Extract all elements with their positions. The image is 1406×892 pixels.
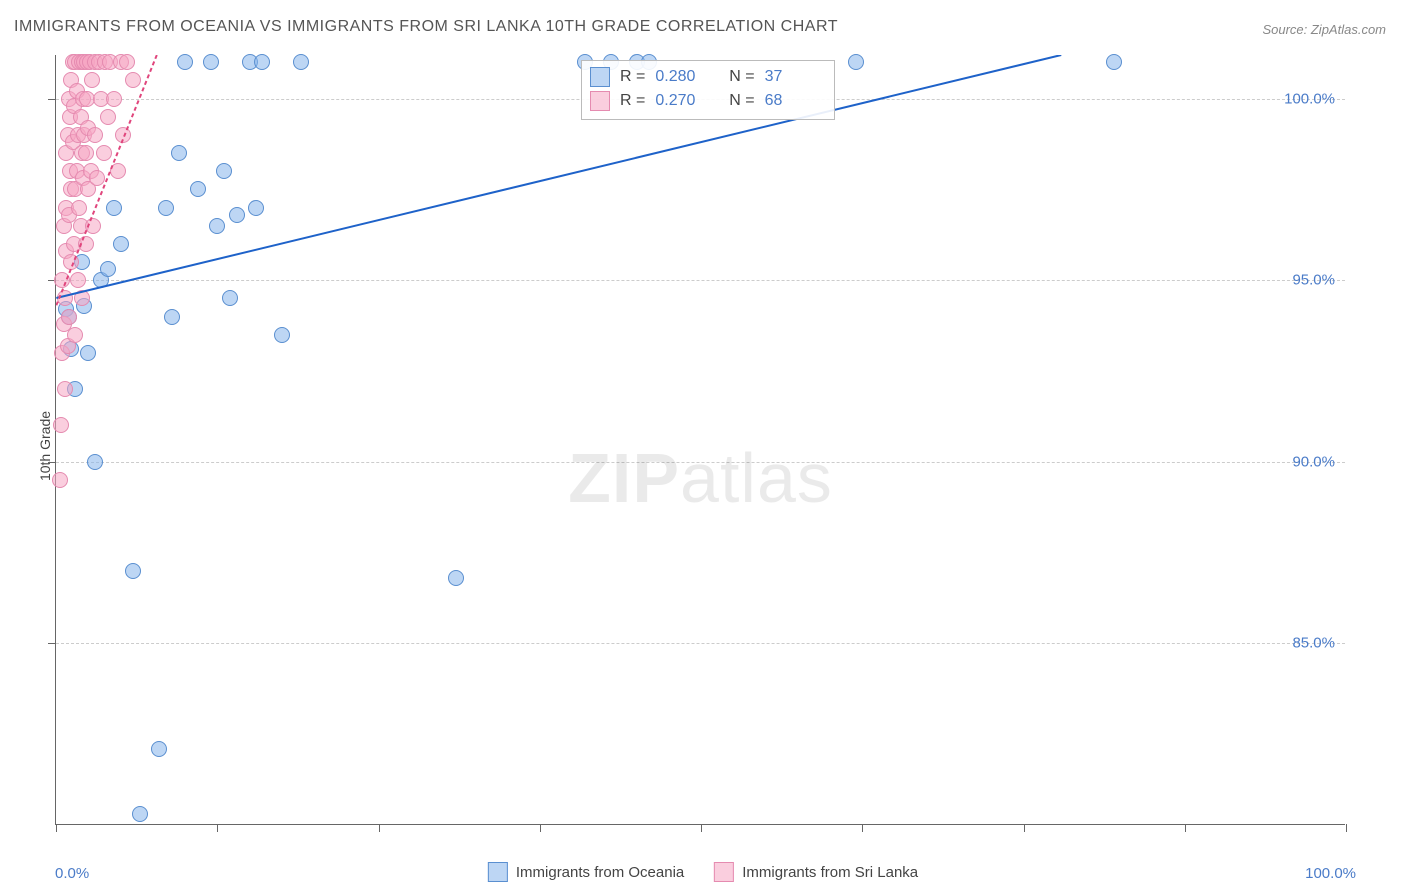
data-point: [164, 309, 180, 325]
watermark: ZIPatlas: [568, 438, 833, 518]
gridline-horizontal: [56, 462, 1345, 463]
data-point: [125, 72, 141, 88]
n-value: 68: [765, 92, 820, 110]
gridline-horizontal: [56, 643, 1345, 644]
y-tick: [48, 99, 56, 100]
data-point: [248, 200, 264, 216]
r-value: 0.270: [655, 92, 710, 110]
data-point: [100, 109, 116, 125]
legend-label: Immigrants from Oceania: [516, 864, 684, 881]
x-tick: [217, 824, 218, 832]
data-point: [100, 261, 116, 277]
data-point: [85, 218, 101, 234]
data-point: [54, 272, 70, 288]
n-value: 37: [765, 68, 820, 86]
data-point: [119, 54, 135, 70]
x-tick: [540, 824, 541, 832]
y-tick-label: 85.0%: [1292, 635, 1335, 652]
data-point: [190, 181, 206, 197]
data-point: [87, 127, 103, 143]
n-label: N =: [720, 92, 754, 110]
legend-label: Immigrants from Sri Lanka: [742, 864, 918, 881]
data-point: [106, 91, 122, 107]
data-point: [448, 570, 464, 586]
y-tick: [48, 462, 56, 463]
data-point: [84, 72, 100, 88]
data-point: [110, 163, 126, 179]
data-point: [151, 741, 167, 757]
data-point: [293, 54, 309, 70]
data-point: [209, 218, 225, 234]
data-point: [1106, 54, 1122, 70]
data-point: [67, 327, 83, 343]
y-tick: [48, 643, 56, 644]
data-point: [106, 200, 122, 216]
x-tick-label-min: 0.0%: [55, 865, 89, 882]
data-point: [78, 145, 94, 161]
plot-area: 85.0% 90.0% 95.0% 100.0% ZIPatlas R = 0.280 N …: [55, 55, 1345, 825]
data-point: [96, 145, 112, 161]
y-tick-label: 95.0%: [1292, 272, 1335, 289]
x-tick: [862, 824, 863, 832]
r-value: 0.280: [655, 68, 710, 86]
legend-item-srilanka: Immigrants from Sri Lanka: [714, 862, 918, 882]
trendlines: [56, 55, 1345, 824]
y-tick-label: 100.0%: [1284, 90, 1335, 107]
data-point: [203, 54, 219, 70]
bottom-legend: Immigrants from Oceania Immigrants from …: [488, 862, 918, 882]
data-point: [254, 54, 270, 70]
stats-row: R = 0.280 N = 37: [590, 65, 820, 89]
data-point: [74, 290, 90, 306]
data-point: [115, 127, 131, 143]
data-point: [52, 472, 68, 488]
x-tick: [701, 824, 702, 832]
x-tick: [379, 824, 380, 832]
r-label: R =: [620, 92, 645, 110]
data-point: [274, 327, 290, 343]
square-icon: [714, 862, 734, 882]
x-tick: [1185, 824, 1186, 832]
data-point: [125, 563, 141, 579]
square-icon: [590, 67, 610, 87]
data-point: [171, 145, 187, 161]
data-point: [848, 54, 864, 70]
data-point: [61, 309, 77, 325]
data-point: [216, 163, 232, 179]
data-point: [53, 417, 69, 433]
x-tick: [1024, 824, 1025, 832]
x-tick-label-max: 100.0%: [1305, 865, 1356, 882]
data-point: [87, 454, 103, 470]
y-axis-label: 10th Grade: [37, 411, 53, 481]
data-point: [222, 290, 238, 306]
x-tick: [56, 824, 57, 832]
stats-row: R = 0.270 N = 68: [590, 89, 820, 113]
x-tick: [1346, 824, 1347, 832]
data-point: [132, 806, 148, 822]
data-point: [57, 381, 73, 397]
n-label: N =: [720, 68, 754, 86]
y-tick-label: 90.0%: [1292, 453, 1335, 470]
data-point: [80, 345, 96, 361]
data-point: [70, 272, 86, 288]
gridline-horizontal: [56, 280, 1345, 281]
chart-title: IMMIGRANTS FROM OCEANIA VS IMMIGRANTS FR…: [14, 18, 838, 36]
data-point: [177, 54, 193, 70]
data-point: [89, 170, 105, 186]
legend-item-oceania: Immigrants from Oceania: [488, 862, 684, 882]
data-point: [71, 200, 87, 216]
data-point: [229, 207, 245, 223]
square-icon: [590, 91, 610, 111]
square-icon: [488, 862, 508, 882]
data-point: [57, 290, 73, 306]
stats-box: R = 0.280 N = 37 R = 0.270 N = 68: [581, 60, 835, 120]
r-label: R =: [620, 68, 645, 86]
source-label: Source: ZipAtlas.com: [1262, 22, 1386, 37]
data-point: [78, 236, 94, 252]
data-point: [113, 236, 129, 252]
data-point: [158, 200, 174, 216]
data-point: [63, 254, 79, 270]
